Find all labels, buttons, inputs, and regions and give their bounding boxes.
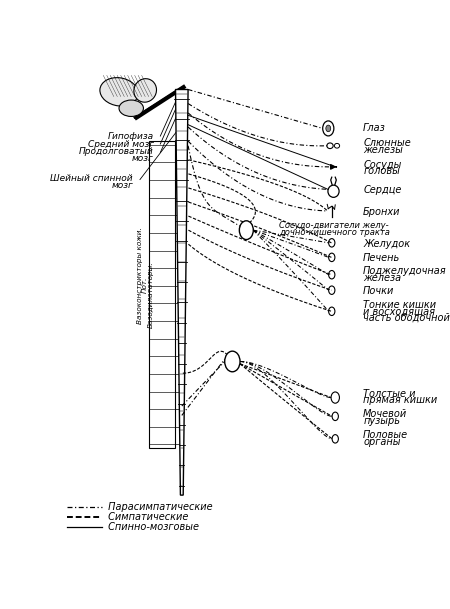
Text: дочно-кишечного тракта: дочно-кишечного тракта [279, 228, 390, 236]
Text: Парасимпатические: Парасимпатические [105, 502, 213, 512]
Text: Мочевой: Мочевой [363, 409, 407, 420]
Text: Сосудо-двигатели желу-: Сосудо-двигатели желу- [279, 222, 389, 230]
Text: Пот.: Пот. [142, 277, 148, 294]
Text: и восходящая: и восходящая [363, 306, 435, 316]
Text: Продолговатый: Продолговатый [79, 147, 154, 157]
Text: Спинно-мозговые: Спинно-мозговые [105, 523, 199, 532]
Ellipse shape [134, 79, 157, 102]
Text: пузырь: пузырь [363, 416, 400, 426]
Text: Половые: Половые [363, 430, 408, 440]
Polygon shape [176, 90, 188, 495]
Text: органы: органы [363, 437, 400, 446]
Text: Поджелудочная: Поджелудочная [363, 266, 447, 276]
Text: прямая кишки: прямая кишки [363, 395, 437, 406]
Circle shape [225, 351, 240, 371]
Text: Средний мозг: Средний мозг [88, 140, 154, 149]
Text: Сосуды: Сосуды [363, 160, 401, 169]
Circle shape [326, 125, 331, 132]
Text: Гипофиза: Гипофиза [108, 132, 154, 141]
Text: головы: головы [363, 166, 400, 176]
Text: часть ободочной: часть ободочной [363, 313, 450, 323]
Text: Вазоконстрикторы кожи.: Вазоконстрикторы кожи. [137, 228, 143, 324]
Text: мозг: мозг [132, 154, 154, 163]
Text: Желудок: Желудок [363, 239, 410, 249]
Text: Тонкие кишки: Тонкие кишки [363, 300, 436, 310]
Ellipse shape [119, 100, 144, 116]
Circle shape [239, 221, 253, 239]
Text: Вазодилататоры.: Вазодилататоры. [148, 261, 153, 328]
Ellipse shape [100, 77, 138, 106]
Text: Шейный спинной: Шейный спинной [50, 174, 133, 183]
Bar [148, 141, 175, 448]
Text: Почки: Почки [363, 286, 395, 296]
Text: Симпатические: Симпатические [105, 512, 189, 522]
Text: мозг: мозг [111, 181, 133, 189]
Text: железы: железы [363, 145, 403, 155]
Text: Глаз: Глаз [363, 124, 386, 133]
Text: Сердце: Сердце [363, 185, 401, 195]
Text: железа: железа [363, 273, 401, 283]
Text: Толстые и: Толстые и [363, 389, 416, 399]
Text: Бронхи: Бронхи [363, 207, 400, 217]
Text: Слюнные: Слюнные [363, 138, 411, 149]
Text: Печень: Печень [363, 253, 400, 263]
